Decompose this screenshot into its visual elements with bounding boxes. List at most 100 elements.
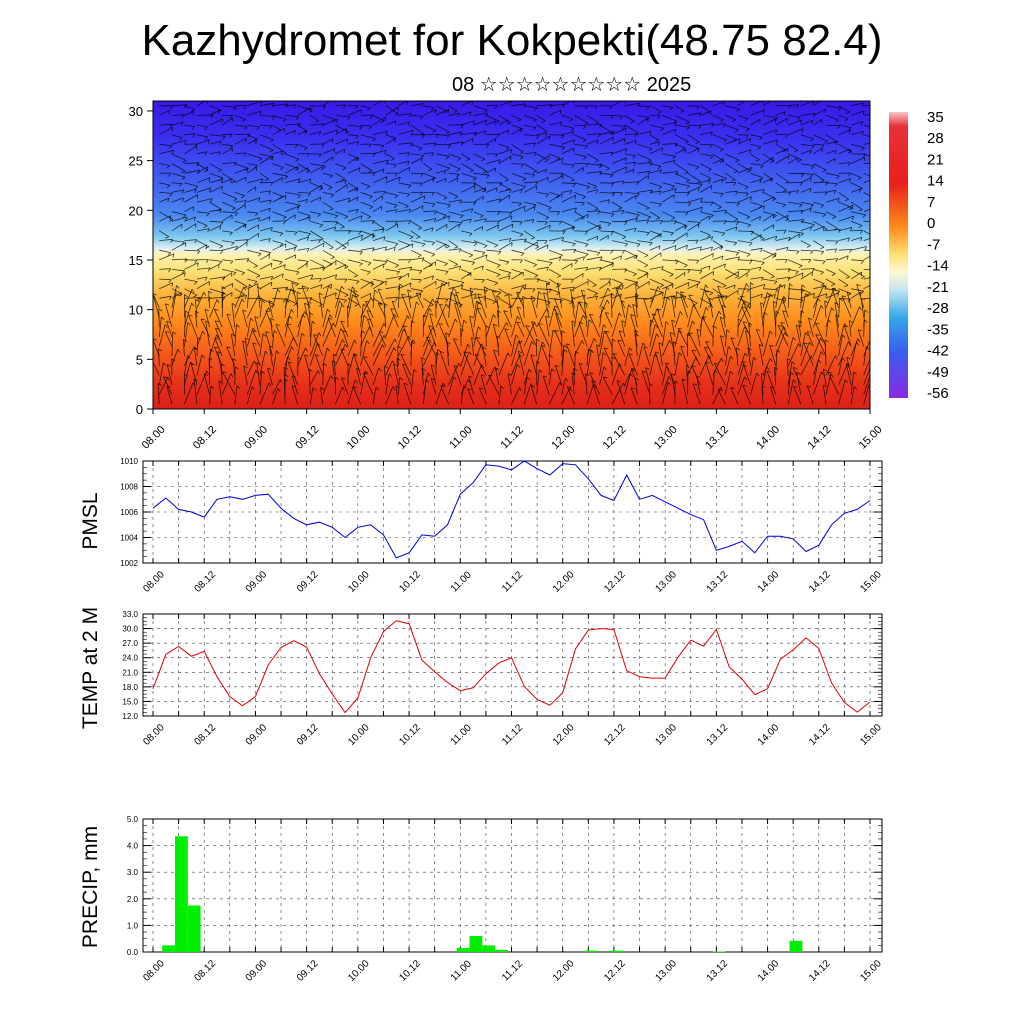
wind-barb (536, 135, 550, 145)
wind-barb (763, 115, 778, 118)
wind-barb-flag (192, 133, 196, 138)
wind-barb (353, 353, 361, 376)
wind-barb-flag (845, 111, 850, 115)
wind-barb (813, 172, 825, 181)
colorbar-label: 35 (927, 109, 944, 126)
wind-barb-flag (421, 134, 425, 139)
wind-barb-flag (344, 344, 348, 348)
wind-barb-flag (744, 186, 749, 190)
colorbar-label: -49 (927, 364, 949, 381)
wind-barb-flag (181, 176, 186, 180)
wind-barb (193, 378, 198, 405)
wind-barb (498, 129, 509, 136)
wind-barb-flag (859, 306, 862, 311)
wind-barb (259, 276, 273, 280)
wind-barb (196, 297, 211, 299)
wind-barb-flag (643, 298, 648, 301)
wind-barb-flag (168, 268, 172, 273)
wind-barb-flag (233, 198, 238, 202)
wind-barb-flag (244, 295, 248, 300)
wind-barb (272, 243, 287, 251)
wind-barb (511, 182, 526, 187)
wind-barb (712, 310, 720, 328)
wind-barb (813, 220, 828, 230)
wind-barb-flag (382, 191, 386, 196)
wind-barb (327, 318, 336, 337)
wind-barb-flag (809, 188, 812, 193)
wind-barb (153, 293, 160, 318)
wind-barb (850, 306, 860, 328)
wind-barb (573, 368, 575, 385)
wind-barb (762, 129, 777, 136)
wind-barb (496, 295, 500, 318)
x-tick-label: 09.00 (244, 958, 270, 984)
wind-barb-flag (532, 170, 537, 174)
wind-barb-flag (243, 286, 247, 291)
wind-barb-flag (747, 305, 751, 310)
wind-barb (838, 357, 843, 376)
wind-barb-flag (460, 124, 464, 129)
wind-barb-flag (336, 119, 338, 124)
wind-barb (171, 153, 187, 161)
wind-barb (712, 192, 724, 195)
wind-barb-flag (519, 233, 524, 237)
wind-barb (284, 315, 290, 337)
wind-barb (473, 254, 488, 261)
wind-barb-flag (407, 259, 411, 264)
wind-barb-flag (696, 328, 701, 332)
wind-barb-flag (539, 369, 543, 373)
wind-barb (222, 230, 233, 233)
wind-barb-flag (432, 178, 435, 183)
wind-barb (737, 301, 745, 318)
wind-barb-flag (876, 207, 877, 211)
y-axis-title: PRECIP, mm (79, 826, 102, 948)
wind-barb-flag (674, 188, 677, 193)
wind-barb-flag (485, 254, 488, 259)
wind-barb (398, 240, 410, 246)
wind-barb-flag (296, 291, 301, 295)
wind-barb-flag (390, 158, 395, 161)
wind-barb-flag (678, 352, 683, 356)
colorbar-label: -28 (927, 300, 949, 317)
wind-barb-flag (344, 179, 347, 184)
wind-barb-flag (676, 291, 680, 295)
wind-barb-flag (467, 344, 471, 348)
wind-barb-flag (584, 231, 589, 235)
wind-barb-flag (684, 171, 689, 174)
wind-barb-flag (635, 284, 640, 288)
wind-barb (762, 249, 776, 256)
wind-barb (196, 228, 210, 232)
wind-barb (822, 369, 827, 385)
wind-barb-flag (858, 209, 863, 212)
wind-barb-flag (621, 320, 626, 323)
wind-barb-flag (457, 113, 460, 118)
wind-barb (460, 320, 465, 337)
wind-barb (448, 223, 460, 232)
wind-barb-flag (686, 185, 690, 189)
wind-barb-flag (847, 341, 851, 346)
wind-barb (159, 109, 170, 116)
wind-barb-flag (255, 139, 257, 145)
wind-barb (159, 163, 170, 166)
wind-barb-flag (504, 328, 509, 331)
wind-barb-flag (868, 384, 870, 388)
wind-barb (171, 189, 184, 193)
wind-barb-flag (714, 370, 718, 374)
wind-barb-flag (220, 179, 223, 184)
wind-barb-flag (760, 248, 763, 253)
wind-barb-flag (230, 373, 234, 378)
wind-barb (561, 101, 572, 107)
wind-barb (523, 241, 538, 251)
x-tick-label: 08.12 (193, 958, 219, 984)
wind-barb (335, 264, 346, 270)
wind-barb-flag (533, 152, 537, 157)
wind-barb (712, 263, 726, 270)
wind-barb-flag (753, 357, 757, 361)
wind-barb (246, 369, 257, 395)
wind-barb-flag (531, 321, 536, 324)
wind-barb (365, 301, 374, 318)
wind-barb (372, 344, 383, 366)
wind-barb (423, 280, 437, 290)
wind-barb (800, 355, 812, 376)
wind-barb-flag (837, 292, 839, 297)
